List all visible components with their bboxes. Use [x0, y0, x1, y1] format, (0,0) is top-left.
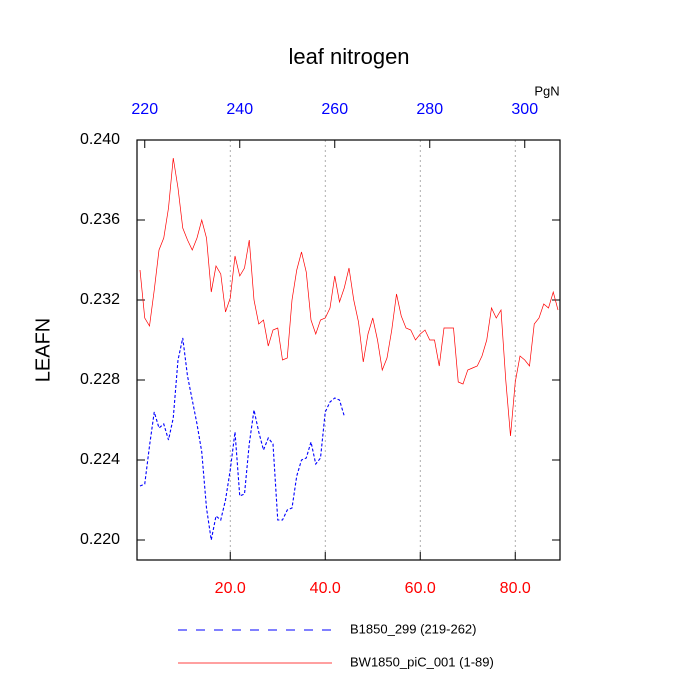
chart-title: leaf nitrogen	[288, 44, 409, 69]
plot-frame	[136, 139, 561, 561]
legend-label: BW1850_piC_001 (1-89)	[350, 654, 494, 669]
x2-tick-label: 280	[416, 101, 443, 118]
y-axis-label: LEAFN	[32, 318, 54, 382]
y-tick-label: 0.240	[80, 131, 120, 148]
y-tick-label: 0.228	[80, 371, 120, 388]
x-tick-label: 60.0	[405, 580, 436, 597]
x2-tick-label: 260	[321, 101, 348, 118]
legend-label: B1850_299 (219-262)	[350, 621, 477, 636]
x2-tick-label: 240	[226, 101, 253, 118]
y-tick-label: 0.236	[80, 211, 120, 228]
x-tick-label: 80.0	[500, 580, 531, 597]
x2-tick-label: 220	[131, 101, 158, 118]
y-tick-label: 0.232	[80, 291, 120, 308]
x-tick-label: 20.0	[215, 580, 246, 597]
x2-tick-label: 300	[511, 101, 538, 118]
series-line	[139, 157, 559, 437]
y-tick-label: 0.220	[80, 531, 120, 548]
x-tick-label: 40.0	[310, 580, 341, 597]
series-line	[139, 337, 345, 541]
y-tick-label: 0.224	[80, 451, 120, 468]
top-axis-label: PgN	[534, 83, 559, 98]
